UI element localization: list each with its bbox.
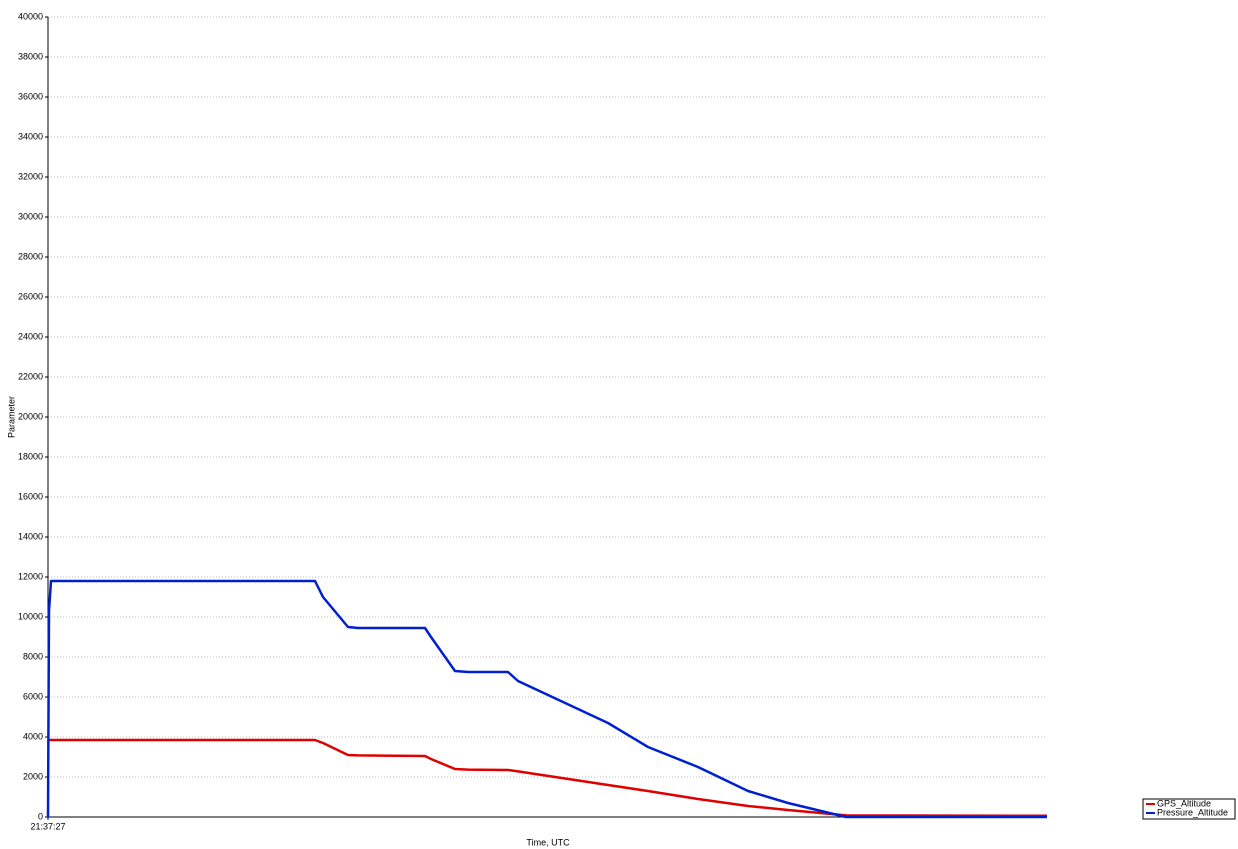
y-tick-label: 38000 xyxy=(18,51,43,61)
y-tick-label: 26000 xyxy=(18,291,43,301)
y-tick-label: 30000 xyxy=(18,211,43,221)
y-tick-label: 24000 xyxy=(18,331,43,341)
y-tick-label: 0 xyxy=(38,811,43,821)
y-tick-label: 2000 xyxy=(23,771,43,781)
y-tick-label: 6000 xyxy=(23,691,43,701)
y-tick-label: 22000 xyxy=(18,371,43,381)
y-tick-label: 36000 xyxy=(18,91,43,101)
y-tick-label: 40000 xyxy=(18,11,43,21)
y-tick-label: 4000 xyxy=(23,731,43,741)
y-tick-label: 20000 xyxy=(18,411,43,421)
legend-label: GPS_Altitude xyxy=(1157,798,1211,808)
series-line xyxy=(46,579,1047,819)
y-tick-label: 18000 xyxy=(18,451,43,461)
y-tick-label: 16000 xyxy=(18,491,43,501)
y-axis-title: Parameter xyxy=(6,396,16,438)
y-tick-label: 14000 xyxy=(18,531,43,541)
legend-label: Pressure_Altitude xyxy=(1157,807,1228,817)
y-tick-label: 32000 xyxy=(18,171,43,181)
x-axis-title: Time, UTC xyxy=(526,837,570,847)
x-tick-label: 21:37:27 xyxy=(30,821,65,831)
y-tick-label: 10000 xyxy=(18,611,43,621)
y-tick-label: 34000 xyxy=(18,131,43,141)
legend-box xyxy=(1142,798,1236,820)
y-tick-label: 8000 xyxy=(23,651,43,661)
series-line xyxy=(47,738,1048,818)
y-tick-label: 12000 xyxy=(18,571,43,581)
y-tick-label: 28000 xyxy=(18,251,43,261)
